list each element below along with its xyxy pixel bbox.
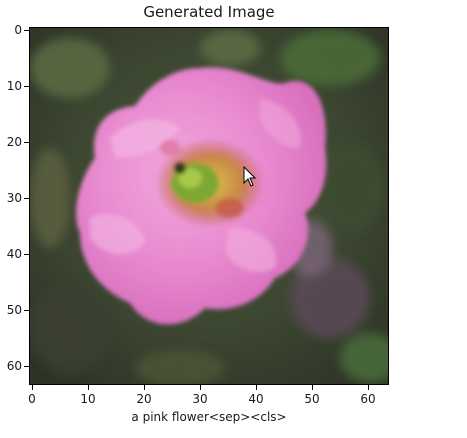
x-tickmark xyxy=(144,385,145,390)
y-tickmark xyxy=(24,30,29,31)
y-tick-label: 10 xyxy=(6,79,22,93)
mouse-pointer-icon xyxy=(243,166,257,187)
x-tick-label: 60 xyxy=(360,392,376,406)
x-tick-label: 30 xyxy=(192,392,208,406)
y-tickmark xyxy=(24,366,29,367)
plot-title: Generated Image xyxy=(143,3,275,21)
x-tick-label: 40 xyxy=(248,392,264,406)
x-tickmark xyxy=(32,385,33,390)
x-tick-label: 50 xyxy=(304,392,320,406)
x-tickmark xyxy=(88,385,89,390)
x-tick-label: 0 xyxy=(28,392,36,406)
x-axis-label: a pink flower<sep><cls> xyxy=(131,410,287,424)
x-tickmark xyxy=(256,385,257,390)
x-tick-label: 20 xyxy=(136,392,152,406)
x-tick-label: 10 xyxy=(80,392,96,406)
y-tick-label: 30 xyxy=(6,191,22,205)
y-tickmark xyxy=(24,310,29,311)
x-tickmark xyxy=(200,385,201,390)
x-tickmark xyxy=(368,385,369,390)
y-tick-label: 40 xyxy=(6,247,22,261)
y-tick-label: 50 xyxy=(6,303,22,317)
generated-image xyxy=(29,27,389,385)
y-tick-label: 0 xyxy=(14,23,22,37)
y-tickmark xyxy=(24,198,29,199)
y-tick-label: 20 xyxy=(6,135,22,149)
y-tick-label: 60 xyxy=(6,359,22,373)
y-tickmark xyxy=(24,86,29,87)
x-tickmark xyxy=(312,385,313,390)
y-tickmark xyxy=(24,142,29,143)
y-tickmark xyxy=(24,254,29,255)
flower-center xyxy=(155,138,265,228)
